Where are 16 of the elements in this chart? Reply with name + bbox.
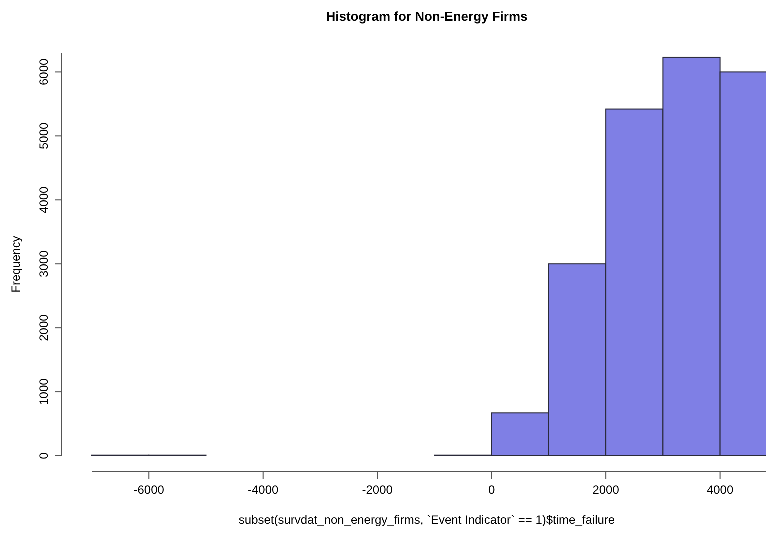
x-tick-label: -6000 bbox=[134, 483, 165, 497]
y-axis-title: Frequency bbox=[9, 236, 23, 293]
x-tick-label: -4000 bbox=[248, 483, 280, 497]
x-axis-title: subset(survdat_non_energy_firms, `Event Indicator` == 1)$time_failure bbox=[238, 513, 616, 527]
x-tick-label: 2000 bbox=[592, 483, 620, 497]
y-tick-label: 6000 bbox=[37, 58, 51, 86]
x-tick-label: 0 bbox=[488, 483, 496, 497]
chart-title: Histogram for Non-Energy Firms bbox=[326, 9, 528, 24]
x-tick-label: -2000 bbox=[362, 483, 394, 497]
y-tick-label: 4000 bbox=[37, 186, 51, 214]
y-tick-label: 2000 bbox=[37, 314, 51, 342]
y-tick-label: 5000 bbox=[37, 122, 51, 150]
y-tick-label: 1000 bbox=[37, 378, 51, 406]
x-tick-label: 4000 bbox=[706, 483, 734, 497]
y-tick-label: 0 bbox=[37, 452, 51, 460]
y-tick-label: 3000 bbox=[37, 250, 51, 278]
